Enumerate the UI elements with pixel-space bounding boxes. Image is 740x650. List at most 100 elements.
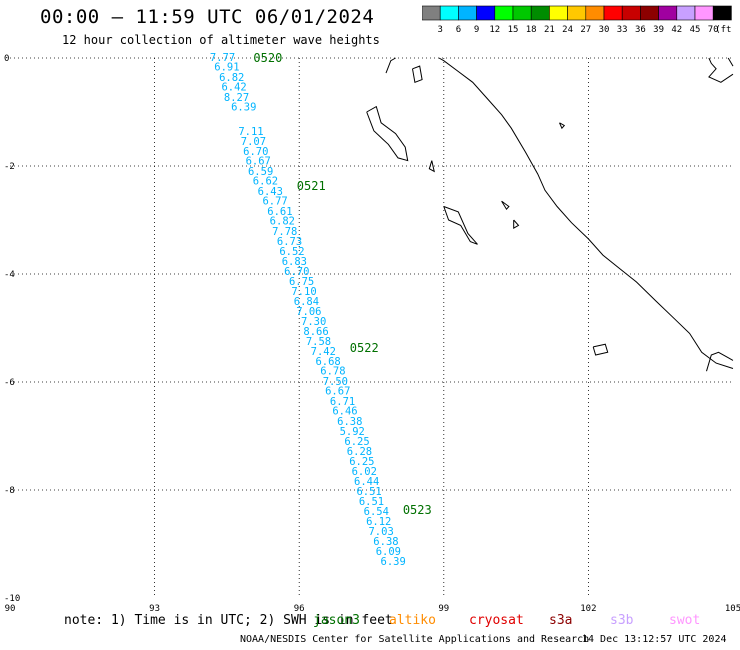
x-tick-label: 93 bbox=[149, 604, 160, 614]
x-tick-label: 102 bbox=[580, 604, 596, 614]
wave-height-label: 6.25 bbox=[349, 456, 374, 468]
colorbar-label: 3 bbox=[437, 25, 442, 35]
colorbar-label: 42 bbox=[671, 25, 682, 35]
wave-height-label: 6.51 bbox=[359, 496, 384, 508]
wave-height-label: 6.38 bbox=[337, 416, 362, 428]
colorbar-label: 27 bbox=[580, 25, 591, 35]
pass-time-label: 0520 bbox=[253, 51, 282, 65]
footnote: note: 1) Time is in UTC; 2) SWH is in fe… bbox=[64, 613, 393, 628]
coastline bbox=[727, 57, 734, 67]
coastline bbox=[412, 65, 423, 83]
x-tick-label: 105 bbox=[725, 604, 740, 614]
y-tick-label: -8 bbox=[4, 486, 15, 496]
coastline bbox=[501, 200, 510, 211]
colorbar-unit: (ft) bbox=[715, 25, 732, 35]
colorbar-swatch bbox=[712, 5, 732, 21]
wave-height-label: 7.50 bbox=[323, 376, 348, 388]
coastline bbox=[706, 351, 734, 372]
coastline bbox=[428, 160, 435, 173]
colorbar-label: 30 bbox=[599, 25, 610, 35]
colorbar-label: 12 bbox=[489, 25, 500, 35]
satellite-label-cryosat: cryosat bbox=[469, 613, 524, 628]
wave-height-label: 8.66 bbox=[303, 326, 328, 338]
wave-height-label: 7.10 bbox=[291, 286, 316, 298]
colorbar-label: 24 bbox=[562, 25, 573, 35]
coastline bbox=[438, 57, 734, 369]
wave-height-label: 6.52 bbox=[279, 246, 304, 258]
wave-height-label: 6.71 bbox=[330, 396, 355, 408]
wave-height-label: 6.39 bbox=[381, 556, 406, 568]
colorbar-label: 18 bbox=[526, 25, 537, 35]
pass-time-label: 0521 bbox=[297, 179, 326, 193]
wave-height-label: 6.61 bbox=[267, 206, 292, 218]
wave-height-label: 6.28 bbox=[347, 446, 372, 458]
wave-height-label: 6.67 bbox=[325, 386, 350, 398]
wave-height-label: 6.83 bbox=[282, 256, 307, 268]
y-tick-label: -4 bbox=[4, 270, 15, 280]
coastline bbox=[366, 105, 409, 162]
colorbar-label: 45 bbox=[690, 25, 701, 35]
y-tick-label: 0 bbox=[4, 54, 9, 64]
colorbar-label: 33 bbox=[617, 25, 628, 35]
credit-line: NOAA/NESDIS Center for Satellite Applica… bbox=[240, 634, 590, 645]
coastline bbox=[592, 343, 609, 356]
x-tick-label: 96 bbox=[294, 604, 305, 614]
wave-height-label: 7.11 bbox=[238, 126, 263, 138]
wave-height-label: 7.30 bbox=[301, 316, 326, 328]
y-tick-label: -10 bbox=[4, 594, 20, 604]
wave-height-label: 6.73 bbox=[277, 236, 302, 248]
coastline bbox=[385, 57, 396, 74]
wave-height-label: 6.59 bbox=[248, 166, 273, 178]
wave-height-label: 6.51 bbox=[356, 486, 381, 498]
wave-height-label: 6.62 bbox=[253, 176, 278, 188]
satellite-label-altiko: altiko bbox=[389, 613, 436, 628]
wave-height-label: 8.27 bbox=[224, 92, 249, 104]
wave-height-label: 6.38 bbox=[373, 536, 398, 548]
satellite-label-jason3: jason3 bbox=[313, 613, 360, 628]
wave-height-label: 6.12 bbox=[366, 516, 391, 528]
satellite-label-s3a: s3a bbox=[549, 613, 573, 628]
wave-height-label: 5.92 bbox=[340, 426, 365, 438]
y-tick-label: -2 bbox=[4, 162, 15, 172]
satellite-label-swot: swot bbox=[669, 613, 701, 628]
coastline bbox=[513, 219, 520, 229]
x-tick-label: 99 bbox=[438, 604, 449, 614]
wave-height-label: 7.42 bbox=[311, 346, 336, 358]
wave-height-label: 7.06 bbox=[296, 306, 321, 318]
wave-height-label: 6.02 bbox=[352, 466, 377, 478]
colorbar-label: 36 bbox=[635, 25, 646, 35]
y-tick-label: -6 bbox=[4, 378, 15, 388]
wave-height-label: 6.25 bbox=[344, 436, 369, 448]
wave-height-label: 6.82 bbox=[219, 72, 244, 84]
colorbar-label: 15 bbox=[508, 25, 519, 35]
pass-time-label: 0523 bbox=[403, 503, 432, 517]
coastline bbox=[443, 206, 478, 245]
satellite-label-s3b: s3b bbox=[610, 613, 634, 628]
page-subtitle: 12 hour collection of altimeter wave hei… bbox=[62, 33, 380, 47]
colorbar-label: 9 bbox=[474, 25, 479, 35]
wave-height-label: 6.09 bbox=[376, 546, 401, 558]
wave-height-label: 6.44 bbox=[354, 476, 379, 488]
wave-height-label: 6.84 bbox=[294, 296, 319, 308]
wave-height-label: 6.91 bbox=[214, 62, 239, 74]
wave-height-label: 6.75 bbox=[289, 276, 314, 288]
wave-height-label: 6.68 bbox=[315, 356, 340, 368]
wave-height-label: 7.03 bbox=[368, 526, 393, 538]
pass-time-label: 0522 bbox=[350, 341, 379, 355]
colorbar-label: 21 bbox=[544, 25, 555, 35]
wave-height-label: 6.42 bbox=[221, 82, 246, 94]
wave-height-label: 6.67 bbox=[246, 156, 271, 168]
wave-height-label: 7.78 bbox=[272, 226, 297, 238]
wave-height-label: 7.77 bbox=[210, 52, 235, 64]
wave-height-label: 6.78 bbox=[320, 366, 345, 378]
wave-height-label: 6.70 bbox=[243, 146, 268, 158]
wave-height-label: 6.39 bbox=[231, 102, 256, 114]
wave-height-label: 6.82 bbox=[270, 216, 295, 228]
wave-height-label: 7.58 bbox=[306, 336, 331, 348]
colorbar-label: 70 bbox=[708, 25, 719, 35]
coastline bbox=[708, 57, 734, 83]
generated-timestamp: 14 Dec 13:12:57 UTC 2024 bbox=[582, 634, 727, 645]
